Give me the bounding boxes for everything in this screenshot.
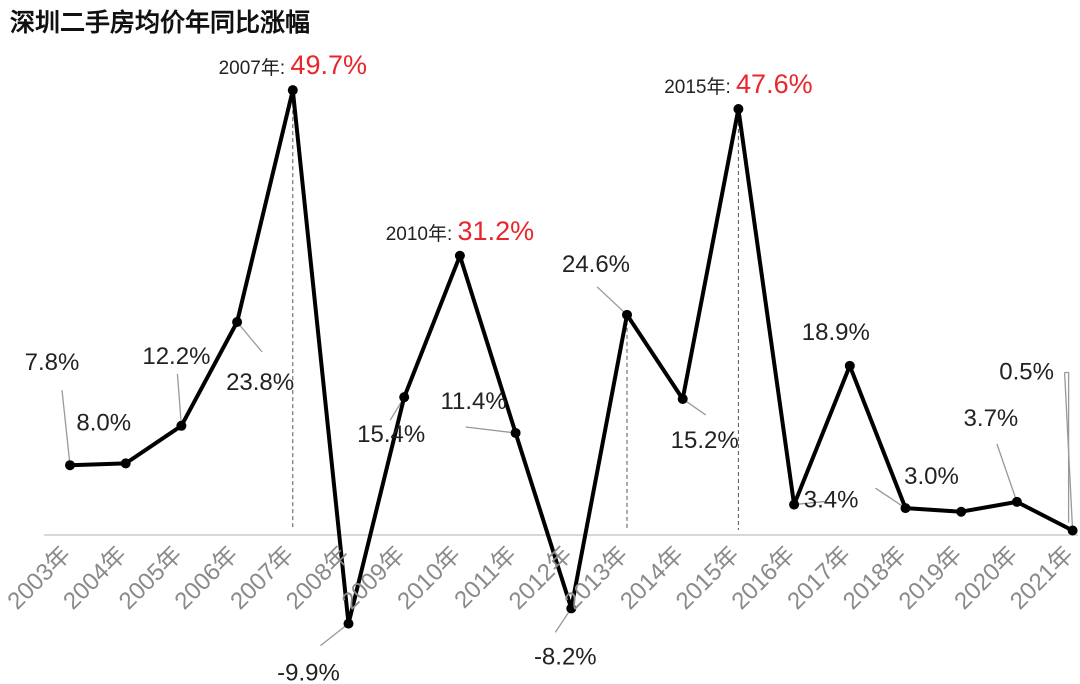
highlight-value: 47.6% — [736, 69, 813, 99]
data-points — [65, 85, 1078, 629]
data-point — [120, 458, 131, 469]
series-line — [69, 88, 1074, 626]
highlight-value: 31.2% — [458, 216, 535, 246]
data-label: 11.4% — [440, 388, 506, 415]
data-point — [65, 460, 75, 471]
data-label: 23.8% — [226, 369, 294, 396]
data-label: 15.4% — [357, 421, 425, 448]
data-point — [566, 603, 577, 614]
leader-line — [320, 623, 349, 647]
data-label: 3.7% — [964, 405, 1019, 432]
data-point — [1011, 496, 1022, 507]
data-point — [232, 316, 243, 327]
highlight-labels: 2007年: 49.7% 2010年: 31.2% 2015年: 47.6% — [219, 50, 813, 246]
data-label: 18.9% — [802, 319, 870, 346]
highlight-year: 2010年: — [386, 223, 458, 245]
data-label: -8.2% — [534, 643, 597, 670]
x-tick-label: 2021年 — [1005, 541, 1079, 615]
data-point — [287, 85, 298, 96]
data-point — [844, 360, 855, 371]
data-point — [900, 503, 911, 514]
x-tick-labels: 2003年2004年2005年2006年2007年2008年2009年2010年… — [2, 541, 1078, 615]
data-point — [454, 250, 465, 261]
data-label: 24.6% — [562, 251, 630, 278]
leader-line — [465, 426, 516, 434]
data-label: 3.4% — [804, 487, 859, 514]
data-label: 3.0% — [904, 463, 959, 490]
highlight-label: 2007年: 49.7% — [219, 50, 367, 80]
data-point — [343, 618, 354, 629]
leader-line — [236, 321, 263, 353]
data-label: 12.2% — [142, 343, 210, 370]
leader-line — [794, 500, 825, 506]
data-label: 7.8% — [25, 349, 80, 376]
leader-line — [596, 286, 628, 316]
data-point — [677, 393, 688, 404]
data-point — [399, 392, 410, 403]
leader-line — [1064, 371, 1070, 523]
guide-lines — [292, 96, 739, 530]
data-labels: 7.8% 8.0% 12.2% 23.8% -9.9% 15.4% 11.4% -8.2% 24… — [25, 251, 1054, 684]
x-tick-label: 2010年 — [392, 541, 466, 615]
data-point — [789, 499, 800, 510]
highlight-label: 2015年: 47.6% — [664, 69, 812, 99]
data-point — [733, 103, 744, 114]
data-label: 0.5% — [999, 359, 1054, 386]
data-point — [956, 506, 967, 517]
data-label: 8.0% — [76, 409, 131, 436]
data-label: -9.9% — [277, 660, 340, 684]
leader-line — [996, 443, 1018, 503]
data-point — [622, 309, 632, 320]
highlight-label: 2010年: 31.2% — [386, 216, 534, 246]
leader-line — [875, 487, 906, 509]
data-label: 15.2% — [671, 427, 739, 454]
leader-line — [176, 373, 183, 426]
chart-title: 深圳二手房均价年同比涨幅 — [10, 8, 310, 37]
highlight-value: 49.7% — [290, 50, 367, 80]
data-point — [510, 427, 521, 438]
highlight-year: 2015年: — [664, 76, 736, 98]
data-point — [1067, 525, 1078, 536]
highlight-year: 2007年: — [219, 57, 291, 79]
leader-lines — [61, 286, 1074, 647]
leader-line — [61, 390, 71, 466]
data-point — [176, 420, 187, 431]
